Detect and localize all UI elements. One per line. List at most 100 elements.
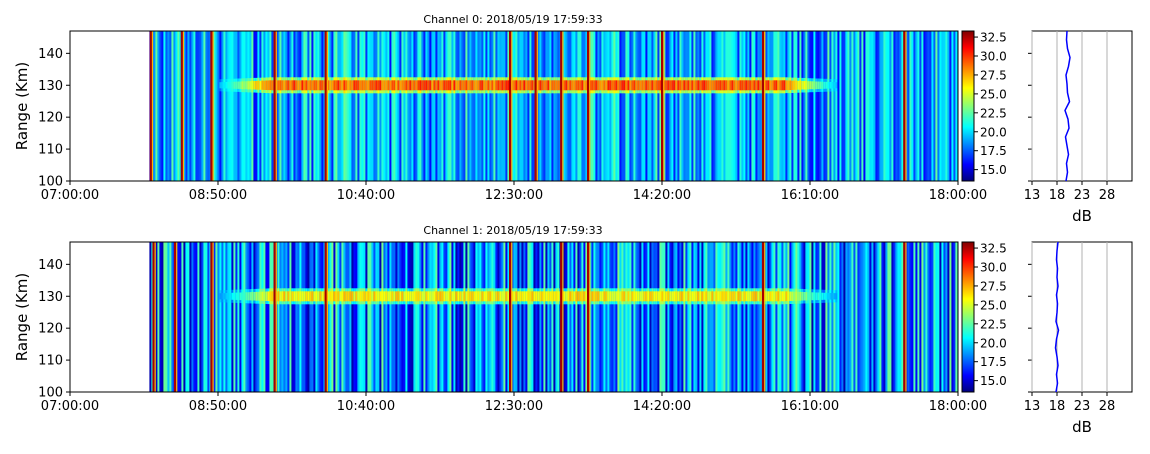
echo-layer-cell [611,291,614,302]
echo-layer-cell [417,291,420,302]
echo-layer-cell [303,80,306,91]
echo-layer-cell [613,291,616,302]
echo-layer-cell [493,80,496,91]
channel-1-panel: Channel 1: 2018/05/19 17:59:33 Range (Km… [13,224,1133,436]
heatmap-column [353,242,356,392]
echo-layer-cell [797,291,800,301]
echo-layer-cell [689,291,692,302]
heatmap-column [619,242,622,392]
heatmap-column [721,31,724,181]
heatmap-column [319,242,322,392]
echo-layer-cell [445,80,448,91]
heatmap-column [881,242,884,392]
echo-layer-cell [787,80,790,91]
echo-layer-cell [799,291,802,301]
heatmap-column [175,31,178,181]
heatmap-column [389,242,392,392]
echo-layer-cell [745,80,748,91]
echo-layer-cell [539,80,542,91]
echo-layer-cell [725,291,728,302]
heatmap-column [477,242,480,392]
echo-layer-cell [453,80,456,91]
profile-x-label: dB [1072,207,1092,225]
profile-x-tick-label: 13 [1024,399,1041,414]
echo-layer-cell [361,80,364,91]
echo-layer-cell [589,80,592,91]
heatmap-column [631,31,634,181]
heatmap-column [749,242,752,392]
echo-layer-cell [371,291,374,302]
heatmap-column [371,242,374,392]
echo-layer-cell [677,80,680,91]
echo-layer-cell [707,80,710,91]
heatmap-column [787,31,790,181]
profile-panel: 13 18 23 28 dB [1024,241,1133,436]
echo-layer-cell [219,293,222,300]
echo-layer-cell [631,80,634,91]
heatmap-column [683,242,686,392]
heatmap-column [423,31,426,181]
heatmap-column [489,242,492,392]
echo-layer-cell [239,292,242,301]
heatmap-column [349,31,352,181]
heatmap-column [667,31,670,181]
heatmap-column [857,31,860,181]
heatmap-column [239,31,242,181]
heatmap-column [485,242,488,392]
heatmap-column [679,31,682,181]
echo-layer-cell [223,293,226,300]
y-tick-label: 110 [38,354,63,369]
heatmap-column [551,242,554,392]
heatmap-column [297,31,300,181]
heatmap-column [609,242,612,392]
heatmap-column [935,242,938,392]
echo-layer-cell [347,291,350,302]
heatmap-column [885,242,888,392]
heatmap-column [191,242,194,392]
echo-layer-cell [387,291,390,302]
echo-layer-cell [737,291,740,302]
heatmap-column [363,31,366,181]
echo-layer-cell [235,292,238,300]
heatmap-column [701,31,704,181]
heatmap-column [767,31,770,181]
echo-layer-cell [775,80,778,91]
heatmap-column [349,242,352,392]
heatmap-column [729,242,732,392]
echo-layer-cell [253,291,256,301]
echo-layer-cell [739,80,742,91]
heatmap-column [605,242,608,392]
strong-echo-streak [210,242,213,392]
heatmap-column [369,31,372,181]
heatmap-column [411,242,414,392]
heatmap-column [757,31,760,181]
heatmap-column [387,31,390,181]
heatmap-column [647,31,650,181]
heatmap-column [703,31,706,181]
heatmap-column [383,31,386,181]
heatmap-column [901,242,904,392]
heatmap-column [403,31,406,181]
heatmap-column [511,242,514,392]
echo-layer-cell [717,80,720,91]
heatmap-column [355,242,358,392]
echo-layer-cell [699,80,702,91]
heatmap-column [237,31,240,181]
heatmap-column [421,242,424,392]
heatmap-column [661,242,664,392]
echo-layer-cell [739,291,742,302]
echo-layer-cell [725,80,728,91]
heatmap-column [323,31,326,181]
echo-layer-cell [651,291,654,302]
heatmap-column [437,31,440,181]
echo-layer-cell [271,291,274,302]
echo-layer-cell [733,80,736,91]
heatmap-column [567,31,570,181]
heatmap-column [367,31,370,181]
profile-x-tick-label: 13 [1024,188,1041,203]
echo-layer-cell [365,291,368,302]
heatmap-column [421,31,424,181]
echo-layer-cell [507,291,510,302]
heatmap-column [953,31,956,181]
heatmap-column [447,31,450,181]
